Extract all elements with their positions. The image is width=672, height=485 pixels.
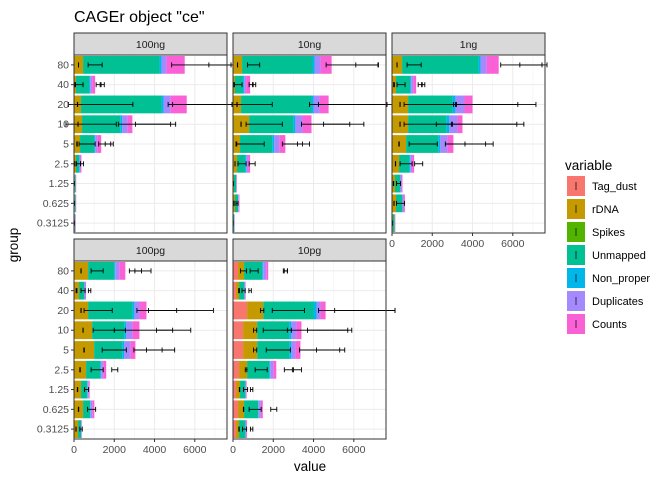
y-tick-label: 80 [57,265,69,277]
panels-layer: 100ng 0.3125 0.625 1.25 2.5 5 10 20 40 80 10ng 1ng 0… [37,33,547,456]
bar-Duplicates [162,56,167,74]
bar-Duplicates [291,341,295,359]
facet-label: 100ng [136,39,165,51]
x-tick-label: 2000 [421,238,445,250]
y-tick-label: 0.3125 [37,218,69,230]
x-tick-label: 2000 [103,444,127,456]
y-tick-label: 40 [57,285,69,297]
bar-Duplicates [315,56,321,74]
facet-panel-1ng: 1ng 0 2000 4000 6000 [389,33,547,250]
x-tick-label: 4000 [302,444,326,456]
legend-title: variable [565,158,612,173]
bar-Tag_dust [233,400,238,418]
facet-panel-10pg: 10pg 0 2000 4000 6000 [230,239,395,456]
legend-label-Unmapped: Unmapped [592,250,646,262]
legend-label-Tag_dust: Tag_dust [592,181,637,193]
bar-Unmapped [393,214,395,232]
facet-panel-10ng: 10ng [232,33,410,233]
bar-Counts [85,282,86,300]
bar-Duplicates [244,76,246,94]
bar-Non_proper [313,56,315,74]
facet-label: 100pg [136,245,165,257]
bar-Non_proper [272,135,274,153]
bar-Counts [487,56,499,74]
y-tick-label: 0.625 [43,198,69,210]
facet-label: 10pg [298,245,322,257]
bar-Non_proper [243,76,244,94]
x-tick-label: 4000 [461,238,485,250]
x-tick-label: 0 [230,444,236,456]
bar-Non_proper [314,302,317,320]
bar-Duplicates [274,135,279,153]
bar-Counts [103,361,106,379]
y-tick-label: 20 [57,99,69,111]
bar-Duplicates [263,262,266,280]
facet-label: 1ng [460,39,478,51]
bar-Tag_dust [233,302,247,320]
bar-Counts [119,262,125,280]
x-axis-label: value [294,459,326,474]
y-tick-label: 2.5 [54,364,69,376]
bar-Counts [413,76,416,94]
legend-label-Duplicates: Duplicates [592,296,644,308]
x-tick-label: 2000 [262,444,286,456]
bar-Counts [401,175,402,193]
x-tick-label: 0 [389,238,395,250]
legend-label-rDNA: rDNA [592,204,620,216]
y-tick-label: 0.3125 [37,424,69,436]
bar-Counts [92,76,95,94]
bar-Non_proper [479,56,481,74]
bar-Non_proper [269,361,270,379]
facet-label: 10ng [298,39,322,51]
y-tick-label: 1.25 [49,384,70,396]
x-tick-label: 6000 [501,238,525,250]
bar-Tag_dust [233,341,243,359]
y-tick-label: 20 [57,305,69,317]
bar-Duplicates [481,56,487,74]
bar-Duplicates [90,76,92,94]
facet-panel-100pg: 100pg 0.3125 0.625 1.25 2.5 5 10 20 40 80 0 2000 400… [37,239,227,456]
chart-title: CAGEr object "ce" [74,9,205,26]
y-tick-label: 10 [57,325,69,337]
y-tick-label: 80 [57,59,69,71]
y-tick-label: 5 [63,139,69,151]
y-tick-label: 0.625 [43,404,69,416]
y-tick-label: 1.25 [49,178,70,190]
bar-Unmapped [234,175,236,193]
bar-Counts [273,361,276,379]
bar-Non_proper [160,56,162,74]
bar-Tag_dust [233,262,238,280]
y-tick-label: 10 [57,119,69,131]
bar-Non_proper [132,302,134,320]
bar-Non_proper [293,115,295,133]
bar-Non_proper [114,262,115,280]
bar-Tag_dust [233,321,243,339]
y-tick-label: 40 [57,79,69,91]
x-tick-label: 6000 [183,444,207,456]
bar-Non_proper [262,262,263,280]
bar-Non_proper [162,96,164,114]
bar-Non_proper [89,76,90,94]
y-tick-label: 5 [63,345,69,357]
bar-Tag_dust [233,361,239,379]
legend-label-Non_proper: Non_proper [592,273,650,285]
bar-Duplicates [411,76,413,94]
bar-Non_proper [438,135,440,153]
y-axis-label: group [6,228,21,263]
legend-label-Spikes: Spikes [592,227,626,239]
bar-Duplicates [270,361,273,379]
bar-Duplicates [115,262,119,280]
bar-Counts [239,194,240,212]
x-tick-label: 6000 [342,444,366,456]
y-tick-label: 2.5 [54,158,69,170]
bar-Counts [266,262,268,280]
x-tick-label: 0 [71,444,77,456]
legend-label-Counts: Counts [592,319,627,331]
legend: Tag_dust rDNA Spikes Unmapped Non_proper Dupl… [567,176,650,334]
bar-Non_proper [410,76,411,94]
x-tick-label: 4000 [143,444,167,456]
